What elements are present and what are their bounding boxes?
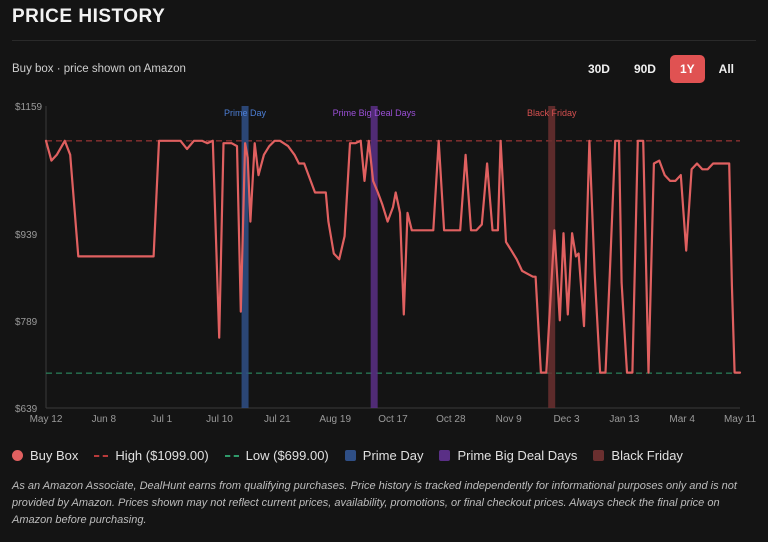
range-90d-button[interactable]: 90D: [624, 55, 666, 83]
legend-swatch-prime-day: [344, 450, 356, 461]
legend-swatch-low: [224, 454, 239, 457]
affiliate-disclaimer: As an Amazon Associate, DealHunt earns f…: [12, 480, 737, 526]
legend-label-black-friday: Black Friday: [611, 448, 683, 463]
legend-item-black-friday[interactable]: Black Friday: [593, 448, 683, 463]
chart-legend: Buy Box High ($1099.00) Low ($699.00) Pr…: [12, 448, 683, 463]
legend-item-high[interactable]: High ($1099.00): [94, 448, 209, 463]
legend-item-buy-box[interactable]: Buy Box: [12, 448, 78, 463]
legend-swatch-high: [94, 454, 109, 457]
y-tick-label: $939: [15, 230, 38, 241]
x-tick-label: Aug 19: [319, 414, 351, 425]
y-tick-label: $639: [15, 404, 38, 415]
x-tick-label: Jul 21: [264, 414, 291, 425]
legend-label-buy-box: Buy Box: [30, 448, 79, 463]
range-1y-button[interactable]: 1Y: [669, 55, 705, 83]
x-tick-label: May 12: [30, 414, 63, 425]
legend-swatch-black-friday: [593, 450, 605, 461]
x-tick-label: Mar 4: [669, 414, 695, 425]
x-tick-label: Nov 9: [496, 414, 523, 425]
page-title: PRICE HISTORY: [12, 6, 166, 27]
x-tick-label: May 11: [724, 414, 756, 425]
range-selector: 30D 90D 1Y All: [578, 55, 744, 83]
buy-box-price-line: [44, 139, 742, 374]
legend-label-high: High ($1099.00): [115, 448, 209, 463]
legend-item-prime-day[interactable]: Prime Day: [344, 448, 424, 463]
event-band: [241, 106, 249, 408]
legend-label-prime-day: Prime Day: [362, 448, 424, 463]
x-tick-label: Oct 28: [436, 414, 466, 425]
event-band: [370, 106, 378, 408]
legend-swatch-prime-big-deal-days: [439, 450, 451, 461]
event-label: Prime Day: [224, 108, 267, 118]
legend-swatch-buy-box: [12, 450, 23, 461]
legend-item-low[interactable]: Low ($699.00): [224, 448, 329, 463]
chart-subtitle: Buy box · price shown on Amazon: [12, 63, 186, 75]
legend-label-prime-big-deal-days: Prime Big Deal Days: [457, 448, 578, 463]
header-divider: [12, 40, 756, 41]
y-tick-label: $1159: [15, 102, 43, 113]
legend-item-prime-big-deal-days[interactable]: Prime Big Deal Days: [439, 448, 577, 463]
legend-label-low: Low ($699.00): [245, 448, 329, 463]
y-tick-label: $789: [15, 317, 38, 328]
x-tick-label: Dec 3: [553, 414, 580, 425]
x-tick-label: Jan 13: [609, 414, 639, 425]
range-30d-button[interactable]: 30D: [578, 55, 620, 83]
event-label: Prime Big Deal Days: [333, 108, 417, 118]
x-tick-label: Jun 8: [92, 414, 117, 425]
range-all-button[interactable]: All: [709, 55, 744, 83]
x-tick-label: Jul 10: [206, 414, 233, 425]
x-tick-label: Jul 1: [151, 414, 173, 425]
event-label: Black Friday: [527, 108, 577, 118]
x-tick-label: Oct 17: [378, 414, 408, 425]
event-band: [548, 106, 556, 408]
